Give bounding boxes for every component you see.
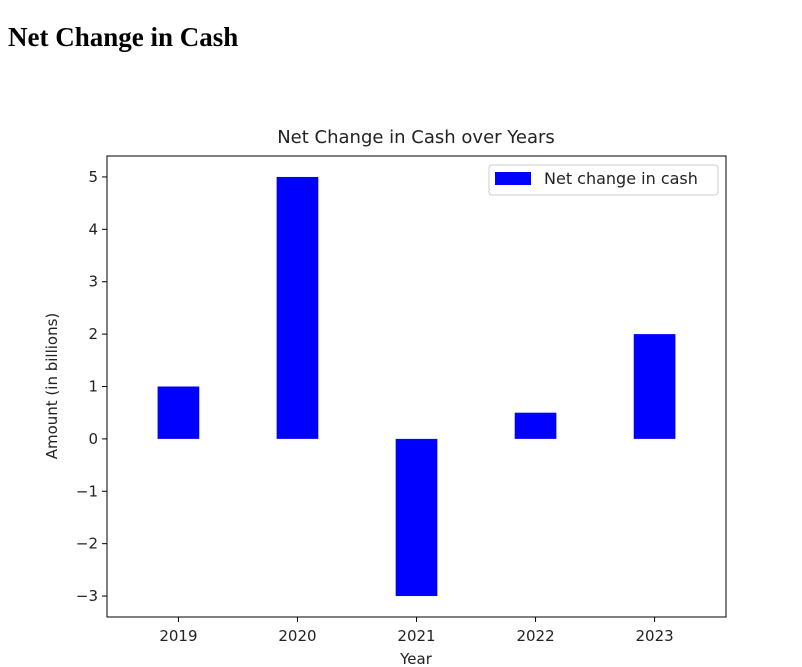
- legend-box: [488, 164, 719, 196]
- x-tick-label: 2022: [516, 627, 554, 645]
- x-tick-label: 2020: [278, 627, 316, 645]
- y-tick-label: 1: [88, 378, 98, 396]
- bar-2021: [395, 438, 438, 597]
- y-axis: −3 −2 −1 0 1 2 3 4 5: [76, 168, 107, 605]
- page-heading: Net Change in Cash: [8, 22, 239, 52]
- y-tick-label: −1: [76, 482, 98, 500]
- x-tick-label: 2023: [635, 627, 673, 645]
- bar-2019: [157, 386, 200, 439]
- legend: Net change in cash: [488, 164, 719, 196]
- x-tick-label: 2019: [159, 627, 197, 645]
- bar-2020: [276, 176, 319, 439]
- y-tick-label: 2: [88, 325, 98, 343]
- y-tick-label: 4: [88, 220, 98, 238]
- y-tick-label: 0: [88, 430, 98, 448]
- y-tick-label: 5: [88, 168, 98, 186]
- y-axis-label: Amount (in billions): [43, 313, 61, 460]
- legend-label: Net change in cash: [544, 169, 698, 188]
- y-tick-label: −3: [76, 587, 98, 605]
- x-axis: 2019 2020 2021 2022 2023: [159, 617, 674, 645]
- legend-swatch: [495, 172, 531, 185]
- y-tick-label: −2: [76, 535, 98, 553]
- x-tick-label: 2021: [397, 627, 435, 645]
- chart-title: Net Change in Cash over Years: [277, 127, 555, 148]
- x-axis-label: Year: [399, 650, 433, 667]
- bar-2022: [514, 412, 557, 439]
- y-tick-label: 3: [88, 273, 98, 291]
- bar-2023: [633, 334, 676, 439]
- bars-layer: [157, 176, 676, 597]
